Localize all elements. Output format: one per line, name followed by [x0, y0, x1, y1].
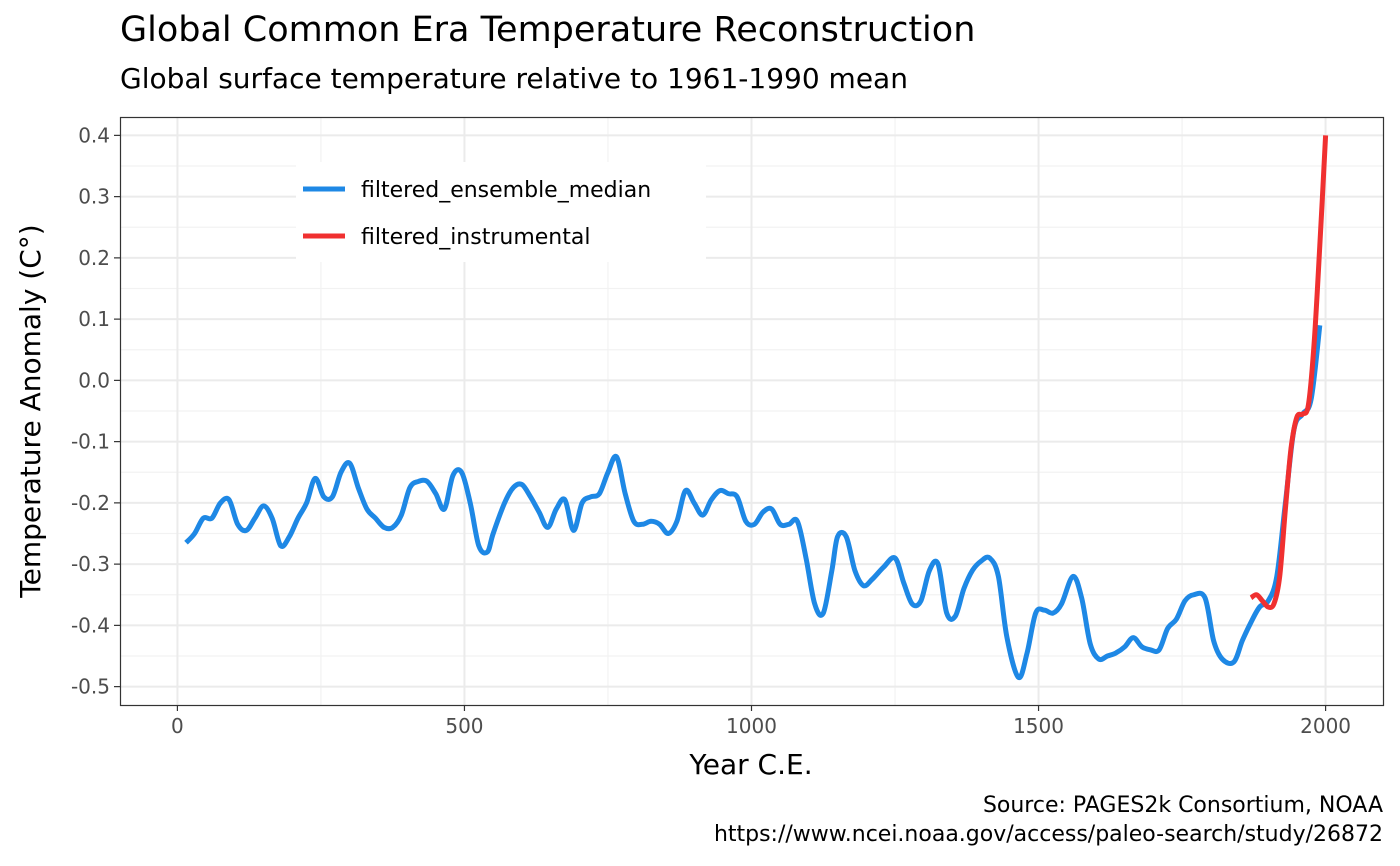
- legend-label-filtered-ensemble-median: filtered_ensemble_median: [361, 178, 651, 203]
- x-tick-label: 1000: [726, 714, 777, 738]
- legend-background: [296, 162, 706, 262]
- series-line-filtered-instrumental: [1249, 135, 1329, 611]
- y-axis-title: Temperature Anomaly (C°): [14, 224, 47, 598]
- y-tick-label: -0.3: [71, 552, 110, 576]
- y-tick-label: 0.3: [78, 185, 110, 209]
- y-tick-label: 0.4: [78, 123, 110, 147]
- legend-label-filtered-instrumental: filtered_instrumental: [361, 225, 590, 250]
- source-caption: Source: PAGES2k Consortium, NOAA: [982, 793, 1383, 818]
- x-tick-label: 1500: [1013, 714, 1064, 738]
- series-layer: [184, 135, 1329, 681]
- x-axis-title: Year C.E.: [688, 748, 812, 781]
- x-axis-ticks: 0 500 1000 1500 2000: [171, 705, 1351, 738]
- y-tick-label: 0.2: [78, 246, 110, 270]
- x-tick-label: 2000: [1300, 714, 1351, 738]
- y-tick-label: 0.1: [78, 307, 110, 331]
- source-url-caption: https://www.ncei.noaa.gov/access/paleo-s…: [713, 822, 1383, 847]
- series-line-filtered-ensemble-median: [184, 325, 1323, 681]
- y-tick-label: 0.0: [78, 368, 110, 392]
- legend: filtered_ensemble_median filtered_instru…: [296, 162, 706, 262]
- y-tick-label: -0.5: [71, 675, 110, 699]
- y-tick-label: -0.2: [71, 491, 110, 515]
- y-axis-ticks: 0.4 0.3 0.2 0.1 0.0 -0.1 -0.2 -0.3 -0.4 -0.5: [71, 123, 120, 699]
- x-tick-label: 0: [171, 714, 184, 738]
- chart-subtitle: Global surface temperature relative to 1…: [120, 62, 908, 95]
- chart-title: Global Common Era Temperature Reconstruc…: [120, 10, 976, 50]
- y-tick-label: -0.4: [71, 613, 110, 637]
- y-tick-label: -0.1: [71, 430, 110, 454]
- x-tick-label: 500: [445, 714, 483, 738]
